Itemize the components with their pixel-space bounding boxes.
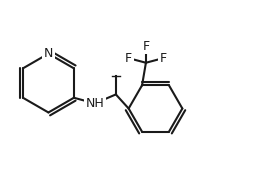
Text: F: F: [125, 52, 132, 65]
Text: F: F: [142, 40, 149, 53]
Text: NH: NH: [85, 97, 104, 110]
Text: N: N: [44, 47, 53, 60]
Text: F: F: [160, 52, 167, 65]
